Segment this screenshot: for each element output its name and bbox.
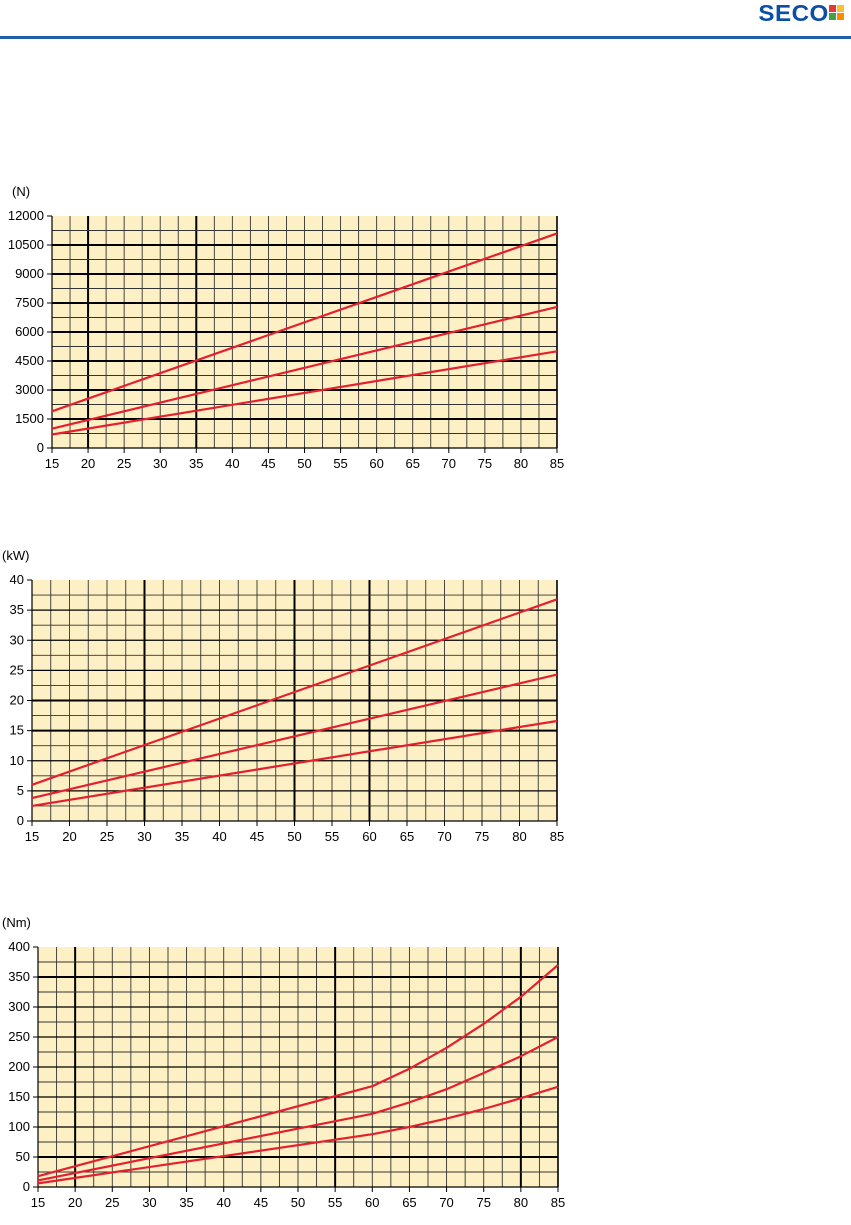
x-tick-label: 25 [117,456,131,471]
x-tick-label: 20 [62,829,76,844]
page-header: SECO [0,0,851,40]
y-tick-label: 250 [8,1029,30,1044]
y-tick-label: 200 [8,1059,30,1074]
y-unit-label: (N) [12,184,30,199]
y-tick-label: 25 [10,662,24,677]
x-tick-label: 35 [175,829,189,844]
y-tick-label: 12000 [8,208,44,223]
x-tick-label: 45 [261,456,275,471]
x-tick-label: 30 [137,829,151,844]
logo-square-green [829,13,836,20]
x-tick-label: 15 [25,829,39,844]
series-line-1 [37,964,559,1178]
torque-chart: 0 50 100 150 200 250 300 350 400 15 20 25 30 35 40 45 50… [2,915,565,1210]
series-line-2 [31,673,558,800]
y-tick-label: 0 [37,440,44,455]
y-tick-label: 15 [10,723,24,738]
y-tick-label: 1500 [15,411,44,426]
x-tick-label: 75 [476,1195,490,1210]
series-line-1 [31,598,558,786]
x-tick-label: 60 [365,1195,379,1210]
x-tick-label: 55 [328,1195,342,1210]
series-line-3 [51,350,558,436]
y-tick-label: 7500 [15,295,44,310]
force-chart: 0 1500 3000 4500 6000 7500 9000 10500 12000 15 20 2… [8,184,564,471]
seco-logo-mark-icon [829,5,845,21]
series-line-1 [51,232,558,413]
x-tick-label: 30 [153,456,167,471]
series-line-3 [31,719,558,807]
x-tick-label: 35 [189,456,203,471]
y-tick-label: 10 [10,753,24,768]
x-tick-label: 70 [437,829,451,844]
logo-square-yellow [837,5,844,12]
y-tick-label: 20 [10,693,24,708]
y-tick-label: 30 [10,632,24,647]
x-tick-label: 55 [325,829,339,844]
x-tick-label: 50 [297,456,311,471]
x-tick-label: 40 [212,829,226,844]
y-tick-label: 40 [10,572,24,587]
x-tick-label: 65 [405,456,419,471]
x-tick-label: 85 [551,1195,565,1210]
logo-square-red [829,5,836,12]
y-tick-label: 150 [8,1089,30,1104]
x-tick-label: 50 [291,1195,305,1210]
series-line-2 [51,305,558,430]
y-tick-label: 0 [17,813,24,828]
x-tick-label: 80 [512,829,526,844]
x-tick-label: 30 [142,1195,156,1210]
header-rule [0,36,851,39]
y-tick-label: 400 [8,939,30,954]
y-tick-label: 300 [8,999,30,1014]
y-tick-label: 3000 [15,382,44,397]
x-tick-label: 15 [45,456,59,471]
x-tick-label: 75 [475,829,489,844]
x-tick-label: 35 [179,1195,193,1210]
logo-square-orange [837,13,844,20]
x-tick-label: 60 [369,456,383,471]
y-tick-label: 35 [10,602,24,617]
x-tick-label: 45 [250,829,264,844]
x-tick-label: 40 [225,456,239,471]
y-tick-label: 50 [16,1149,30,1164]
x-tick-label: 40 [216,1195,230,1210]
x-tick-label: 50 [287,829,301,844]
x-tick-label: 20 [68,1195,82,1210]
x-tick-label: 80 [514,456,528,471]
seco-logo: SECO [758,0,845,26]
x-tick-label: 25 [100,829,114,844]
x-tick-label: 65 [400,829,414,844]
x-tick-label: 65 [402,1195,416,1210]
power-chart: 0 5 10 15 20 25 30 35 40 15 20 25 30 35 40 45 50 55 60 65 70… [2,548,564,844]
series-line-2 [37,1036,559,1182]
x-tick-label: 70 [439,1195,453,1210]
x-tick-label: 60 [362,829,376,844]
x-tick-label: 55 [333,456,347,471]
y-tick-label: 100 [8,1119,30,1134]
y-tick-label: 10500 [8,237,44,252]
y-tick-label: 0 [23,1179,30,1194]
seco-logo-text: SECO [758,0,829,26]
y-tick-label: 9000 [15,266,44,281]
y-tick-label: 6000 [15,324,44,339]
x-tick-label: 45 [254,1195,268,1210]
y-tick-label: 5 [17,783,24,798]
y-tick-label: 350 [8,969,30,984]
x-tick-label: 70 [442,456,456,471]
x-tick-label: 20 [81,456,95,471]
x-tick-label: 85 [550,829,564,844]
y-unit-label: (kW) [2,548,29,563]
x-tick-label: 80 [514,1195,528,1210]
x-tick-label: 25 [105,1195,119,1210]
x-tick-label: 15 [31,1195,45,1210]
y-unit-label: (Nm) [2,915,31,930]
series-line-3 [37,1085,559,1185]
x-tick-label: 85 [550,456,564,471]
y-tick-label: 4500 [15,353,44,368]
x-tick-label: 75 [478,456,492,471]
